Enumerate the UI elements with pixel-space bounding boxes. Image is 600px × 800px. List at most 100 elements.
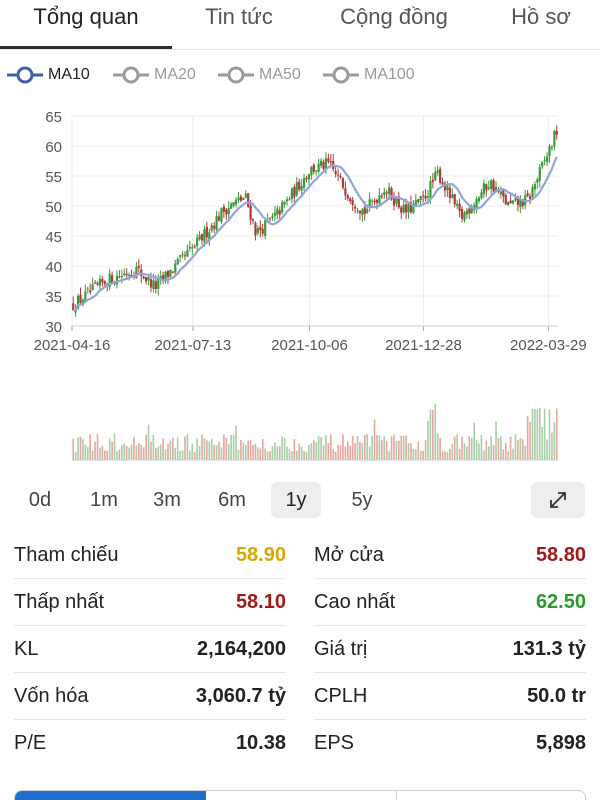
volume-bar bbox=[344, 446, 347, 460]
volume-bar bbox=[145, 434, 147, 460]
volume-bar bbox=[142, 447, 145, 460]
volume-bar bbox=[509, 436, 512, 460]
expand-arrows-icon bbox=[550, 492, 566, 508]
range-0d-button[interactable]: 0d bbox=[28, 489, 52, 511]
range-1m-button[interactable]: 1m bbox=[90, 489, 118, 511]
volume-bar bbox=[461, 436, 463, 460]
tab-tong-quan[interactable]: Tổng quan bbox=[33, 4, 139, 29]
volume-bar bbox=[381, 440, 383, 460]
candle-body bbox=[422, 195, 425, 197]
candle-body bbox=[502, 190, 505, 197]
candle-body bbox=[407, 203, 410, 213]
candle-body bbox=[298, 181, 301, 190]
volume-bar bbox=[432, 409, 434, 460]
range-6m-button[interactable]: 6m bbox=[218, 489, 246, 511]
volume-bar bbox=[208, 441, 211, 460]
volume-bar bbox=[548, 409, 551, 460]
candle-body bbox=[256, 228, 259, 234]
candle-body bbox=[383, 192, 386, 196]
volume-bar bbox=[310, 443, 313, 460]
candle-body bbox=[322, 162, 325, 169]
candle-body bbox=[531, 187, 534, 198]
volume-bar bbox=[147, 424, 150, 460]
volume-bar bbox=[79, 436, 82, 460]
candle-body bbox=[222, 206, 225, 212]
volume-bar bbox=[390, 436, 393, 460]
volume-bar bbox=[179, 450, 181, 460]
volume-bar bbox=[383, 436, 386, 460]
candle-body bbox=[128, 274, 131, 276]
candle-body bbox=[375, 199, 379, 203]
range-3m-button[interactable]: 3m bbox=[153, 489, 181, 511]
volume-bar bbox=[308, 445, 310, 460]
candle-body bbox=[84, 291, 87, 302]
candle-body bbox=[215, 216, 218, 230]
bottom-segmented-control[interactable] bbox=[14, 790, 586, 800]
candle-body bbox=[230, 203, 233, 209]
volume-bar bbox=[405, 435, 407, 460]
tab-cong-dong[interactable]: Cộng đồng bbox=[340, 4, 448, 29]
volume-bar bbox=[225, 437, 228, 460]
volume-bar bbox=[346, 441, 349, 460]
volume-bar bbox=[240, 439, 242, 460]
volume-bar bbox=[329, 434, 332, 460]
volume-bar bbox=[288, 449, 291, 460]
volume-bar bbox=[164, 449, 167, 460]
stat-value: 131.3 tỷ bbox=[512, 638, 586, 660]
candle-body bbox=[324, 158, 328, 169]
legend-item-ma50[interactable]: MA50 bbox=[217, 62, 301, 88]
candle-body bbox=[103, 281, 106, 285]
candle-body bbox=[96, 283, 99, 285]
volume-bar bbox=[295, 450, 298, 460]
volume-bar bbox=[116, 451, 118, 460]
candle-body bbox=[198, 235, 201, 240]
volume-bar bbox=[495, 421, 497, 460]
tab-tin-tuc[interactable]: Tin tức bbox=[205, 4, 273, 29]
legend-item-ma20[interactable]: MA20 bbox=[112, 62, 196, 88]
candle-body bbox=[147, 276, 150, 281]
candle-body bbox=[436, 170, 439, 173]
legend-item-ma100[interactable]: MA100 bbox=[322, 62, 415, 88]
volume-bar bbox=[210, 438, 213, 460]
volume-bar bbox=[441, 451, 444, 460]
candle-body bbox=[363, 207, 366, 214]
line-marker-icon bbox=[113, 66, 149, 84]
volume-bar bbox=[157, 446, 160, 460]
candle-body bbox=[244, 193, 247, 198]
volume-bar bbox=[546, 439, 548, 460]
expand-chart-button[interactable] bbox=[531, 482, 585, 518]
volume-bar bbox=[237, 449, 240, 460]
candle-body bbox=[361, 209, 364, 216]
legend-item-ma10[interactable]: MA10 bbox=[6, 62, 90, 88]
stat-label: EPS bbox=[314, 732, 355, 754]
x-tick-label: 2021-10-06 bbox=[271, 337, 348, 354]
volume-bar bbox=[342, 434, 344, 460]
stat-label: Cao nhất bbox=[314, 591, 396, 613]
volume-bar bbox=[371, 436, 373, 460]
candle-body bbox=[392, 198, 396, 206]
candle-body bbox=[188, 246, 191, 249]
volume-bar bbox=[133, 437, 135, 460]
candle-body bbox=[494, 187, 498, 191]
candle-body bbox=[395, 198, 398, 204]
tab-ho-so[interactable]: Hồ sơ bbox=[511, 4, 571, 29]
volume-bar bbox=[235, 425, 237, 460]
bottom-segment-active[interactable] bbox=[15, 791, 206, 800]
y-tick-label: 55 bbox=[45, 169, 62, 186]
range-5y-button[interactable]: 5y bbox=[351, 489, 373, 511]
candle-body bbox=[290, 188, 294, 200]
candle-body bbox=[536, 179, 539, 183]
candle-body bbox=[429, 181, 432, 199]
volume-bar bbox=[519, 438, 522, 460]
candle-body bbox=[356, 210, 359, 212]
candle-body bbox=[344, 188, 347, 196]
candle-body bbox=[550, 147, 554, 149]
volume-bar bbox=[551, 432, 553, 460]
candle-body bbox=[169, 270, 172, 277]
range-1y-button[interactable]: 1y bbox=[271, 482, 321, 518]
candle-body bbox=[319, 160, 323, 166]
volume-bar bbox=[315, 442, 318, 460]
candle-body bbox=[545, 156, 549, 163]
volume-bar bbox=[439, 437, 441, 460]
